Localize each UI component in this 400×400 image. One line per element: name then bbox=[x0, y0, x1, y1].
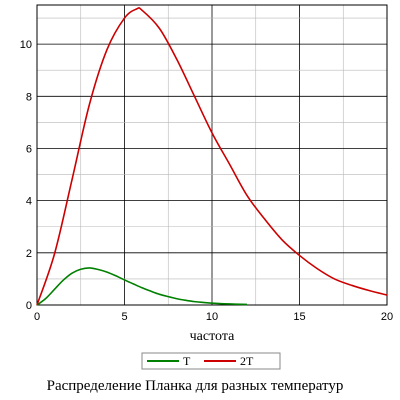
legend: T 2T bbox=[141, 352, 281, 370]
x-tick-label: 10 bbox=[206, 311, 218, 323]
legend-label-t: T bbox=[183, 354, 191, 368]
grid bbox=[36, 5, 388, 306]
x-tick-labels: 0 5 10 15 20 bbox=[34, 311, 393, 323]
x-tick-label: 20 bbox=[381, 311, 393, 323]
plot-frame bbox=[36, 4, 388, 306]
x-tick-label: 5 bbox=[121, 311, 127, 323]
x-axis-label: частота bbox=[190, 329, 236, 344]
y-tick-label: 4 bbox=[26, 196, 32, 208]
y-tick-label: 8 bbox=[26, 91, 32, 103]
series-line-2t bbox=[36, 7, 388, 306]
y-tick-label: 2 bbox=[26, 248, 32, 260]
series-lines bbox=[36, 7, 388, 306]
y-tick-label: 0 bbox=[26, 300, 32, 312]
y-tick-label: 6 bbox=[26, 143, 32, 155]
y-tick-label: 10 bbox=[20, 39, 32, 51]
legend-label-2t: 2T bbox=[240, 354, 254, 368]
plot-area-border bbox=[36, 4, 388, 306]
series-line-t bbox=[36, 267, 248, 306]
x-tick-label: 15 bbox=[293, 311, 305, 323]
chart-caption: Распределение Планка для разных температ… bbox=[47, 378, 344, 394]
x-tick-label: 0 bbox=[34, 311, 40, 323]
y-tick-labels: 0 2 4 6 8 10 bbox=[20, 39, 32, 312]
